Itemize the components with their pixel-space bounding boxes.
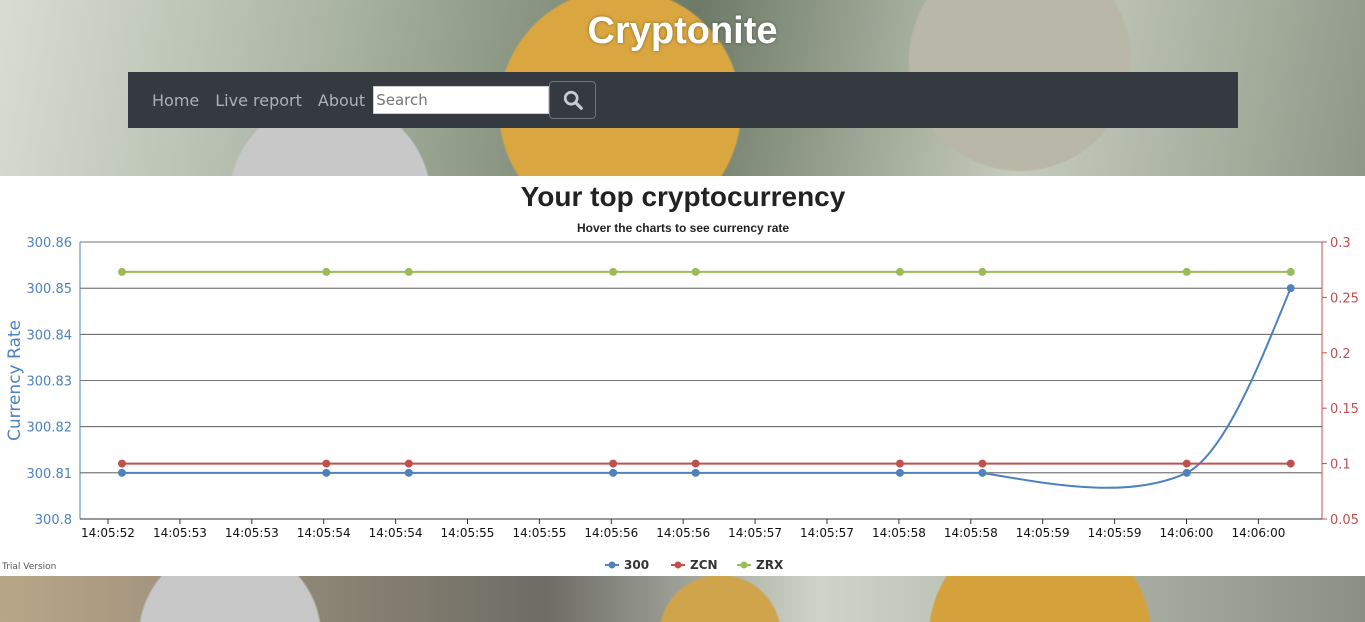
- data-point-ZCN: [1286, 459, 1295, 468]
- data-point-ZRX: [691, 267, 700, 276]
- x-tick-label: 14:05:59: [1016, 526, 1070, 540]
- data-point-300: [691, 468, 700, 477]
- y-tick-label: 300.81: [27, 467, 73, 482]
- data-point-ZCN: [404, 459, 413, 468]
- x-tick-label: 14:05:57: [728, 526, 782, 540]
- x-tick-label: 14:05:57: [800, 526, 854, 540]
- x-tick-label: 14:05:55: [512, 526, 566, 540]
- x-tick-label: 14:05:54: [369, 526, 423, 540]
- y-tick-label: 300.82: [27, 421, 73, 436]
- y-tick-label: 300.85: [27, 282, 73, 297]
- nav-live-report-link[interactable]: Live report: [215, 90, 302, 110]
- chart-panel: Your top cryptocurrency Hover the charts …: [0, 176, 1365, 576]
- data-point-ZRX: [1286, 267, 1295, 276]
- y-tick-label: 300.86: [27, 236, 73, 251]
- data-point-ZRX: [404, 267, 413, 276]
- x-tick-label: 14:05:55: [441, 526, 495, 540]
- data-point-ZRX: [1182, 267, 1191, 276]
- nav-home-link[interactable]: Home: [152, 90, 200, 110]
- search-button[interactable]: [549, 81, 597, 119]
- y2-tick-label: 0.15: [1330, 402, 1359, 417]
- y-tick-label: 300.84: [27, 328, 73, 343]
- data-point-ZCN: [691, 459, 700, 468]
- data-point-ZRX: [322, 267, 331, 276]
- data-point-ZCN: [978, 459, 987, 468]
- chart-subtitle: Hover the charts to see currency rate: [577, 221, 789, 235]
- legend-marker-300: [608, 561, 616, 569]
- y-tick-label: 300.8: [35, 513, 72, 528]
- search-input[interactable]: [373, 86, 550, 114]
- legend-label-ZCN: ZCN: [690, 558, 718, 572]
- data-point-300: [1182, 468, 1191, 477]
- y-tick-label: 300.83: [27, 375, 73, 390]
- x-tick-label: 14:05:53: [225, 526, 279, 540]
- x-tick-label: 14:05:56: [656, 526, 710, 540]
- footer-background: [0, 576, 1365, 622]
- x-tick-label: 14:05:56: [584, 526, 638, 540]
- trial-version-label: Trial Version: [2, 562, 57, 572]
- data-point-ZRX: [609, 267, 618, 276]
- data-point-ZRX: [978, 267, 987, 276]
- data-point-ZCN: [322, 459, 331, 468]
- legend-label-300: 300: [624, 558, 649, 572]
- y2-tick-label: 0.2: [1330, 347, 1351, 362]
- y2-tick-label: 0.25: [1330, 291, 1359, 306]
- x-tick-label: 14:05:59: [1088, 526, 1142, 540]
- data-point-300: [895, 468, 904, 477]
- chart-title: Your top cryptocurrency: [521, 181, 846, 212]
- x-tick-label: 14:06:00: [1160, 526, 1214, 540]
- x-tick-label: 14:05:53: [153, 526, 207, 540]
- data-point-ZCN: [1182, 459, 1191, 468]
- data-point-300: [1286, 284, 1295, 293]
- data-point-300: [609, 468, 618, 477]
- y2-tick-label: 0.1: [1330, 458, 1351, 473]
- y-axis-title: Currency Rate: [5, 320, 25, 441]
- x-tick-label: 14:05:58: [944, 526, 998, 540]
- data-point-300: [118, 468, 126, 477]
- currency-chart[interactable]: Your top cryptocurrency Hover the charts …: [0, 176, 1365, 576]
- data-point-ZCN: [118, 459, 126, 468]
- data-point-300: [322, 468, 331, 477]
- site-title: Cryptonite: [587, 10, 778, 52]
- x-tick-label: 14:05:58: [872, 526, 926, 540]
- nav-about-link[interactable]: About: [317, 90, 366, 110]
- series-line-300: [122, 287, 1292, 489]
- data-point-300: [978, 468, 987, 477]
- legend-marker-ZCN: [674, 561, 682, 569]
- data-point-ZRX: [118, 267, 126, 276]
- data-point-ZRX: [895, 267, 904, 276]
- y2-tick-label: 0.3: [1330, 236, 1351, 251]
- data-point-300: [404, 468, 413, 477]
- legend-marker-ZRX: [740, 561, 748, 569]
- x-tick-label: 14:06:00: [1231, 526, 1285, 540]
- search-icon: [563, 90, 583, 110]
- x-tick-label: 14:05:54: [297, 526, 351, 540]
- navbar: Home Live report About: [128, 72, 1238, 128]
- data-point-ZCN: [895, 459, 904, 468]
- data-point-ZCN: [609, 459, 618, 468]
- legend-label-ZRX: ZRX: [756, 558, 784, 572]
- x-tick-label: 14:05:52: [81, 526, 135, 540]
- y2-tick-label: 0.05: [1330, 513, 1359, 528]
